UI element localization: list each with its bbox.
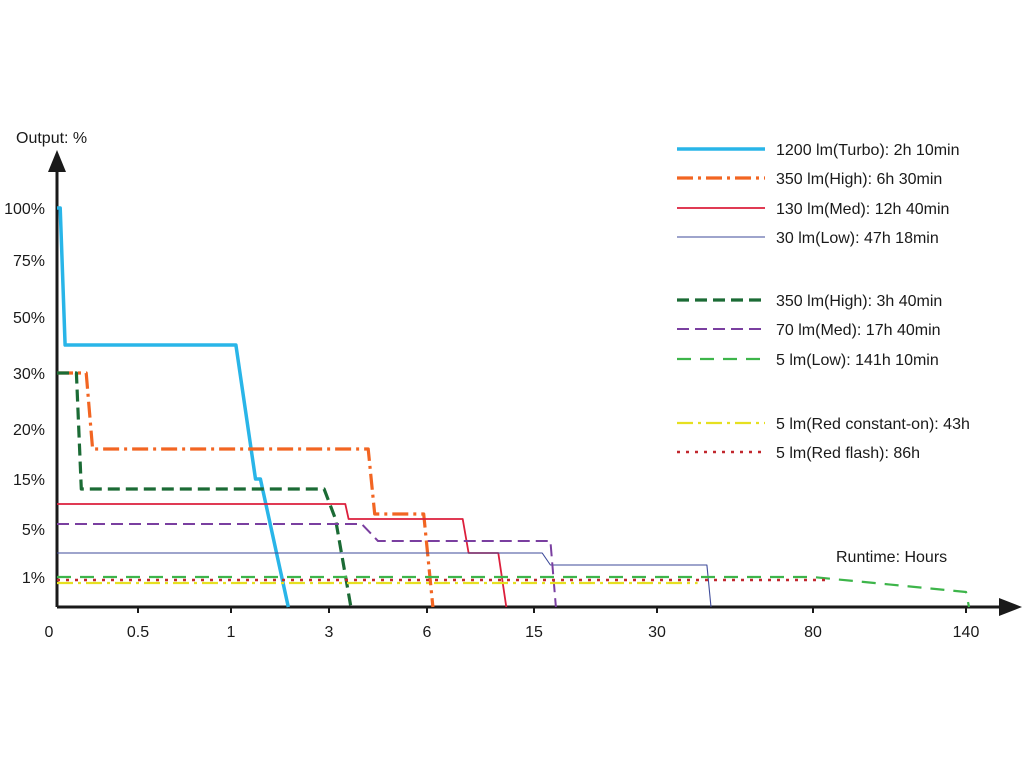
x-tick-label: 0 [45,624,54,641]
x-axis-title: Runtime: Hours [836,549,947,566]
series-line-5 [57,371,353,608]
y-tick-label: 1% [22,570,45,587]
legend-label: 130 lm(Med): 12h 40min [776,201,949,218]
y-tick-label: 5% [22,522,45,539]
x-tick-label: 80 [804,624,822,641]
series-line-1 [57,206,291,608]
series-line-4 [57,552,712,608]
legend-label: 350 lm(High): 6h 30min [776,171,942,188]
x-tick-label: 6 [423,624,432,641]
x-tick-label: 15 [525,624,543,641]
legend-label: 5 lm(Red flash): 86h [776,445,920,462]
legend-label: 5 lm(Red constant-on): 43h [776,416,970,433]
legend-label: 5 lm(Low): 141h 10min [776,352,939,369]
x-tick-label: 3 [325,624,334,641]
x-tick-label: 30 [648,624,666,641]
x-tick-label: 0.5 [127,624,149,641]
x-tick-label: 1 [227,624,236,641]
legend-label: 30 lm(Low): 47h 18min [776,230,939,247]
legend-label: 1200 lm(Turbo): 2h 10min [776,142,960,159]
series-line-6 [57,523,557,608]
series-lines [57,206,971,608]
x-axis-arrow [999,598,1022,616]
y-tick-label: 100% [4,201,45,218]
series-line-7 [57,575,971,608]
y-ticks: 100% 75% 50% 30% 20% 15% 5% 1% [4,201,45,587]
x-tick-label: 140 [953,624,980,641]
legend-label: 350 lm(High): 3h 40min [776,293,942,310]
series-line-3 [57,503,508,608]
axes: Output: % Runtime: Hours [16,130,1022,616]
series-line-2 [57,371,435,608]
y-axis-arrow [48,150,66,172]
y-tick-label: 75% [13,253,45,270]
legend: 1200 lm(Turbo): 2h 10min 350 lm(High): 6h… [677,142,970,462]
y-tick-label: 50% [13,310,45,327]
y-tick-label: 15% [13,472,45,489]
y-tick-label: 30% [13,366,45,383]
x-ticks: 0 0.5 1 3 6 15 30 80 140 [45,607,980,641]
legend-label: 70 lm(Med): 17h 40min [776,322,941,339]
y-tick-label: 20% [13,422,45,439]
y-axis-title: Output: % [16,130,87,147]
